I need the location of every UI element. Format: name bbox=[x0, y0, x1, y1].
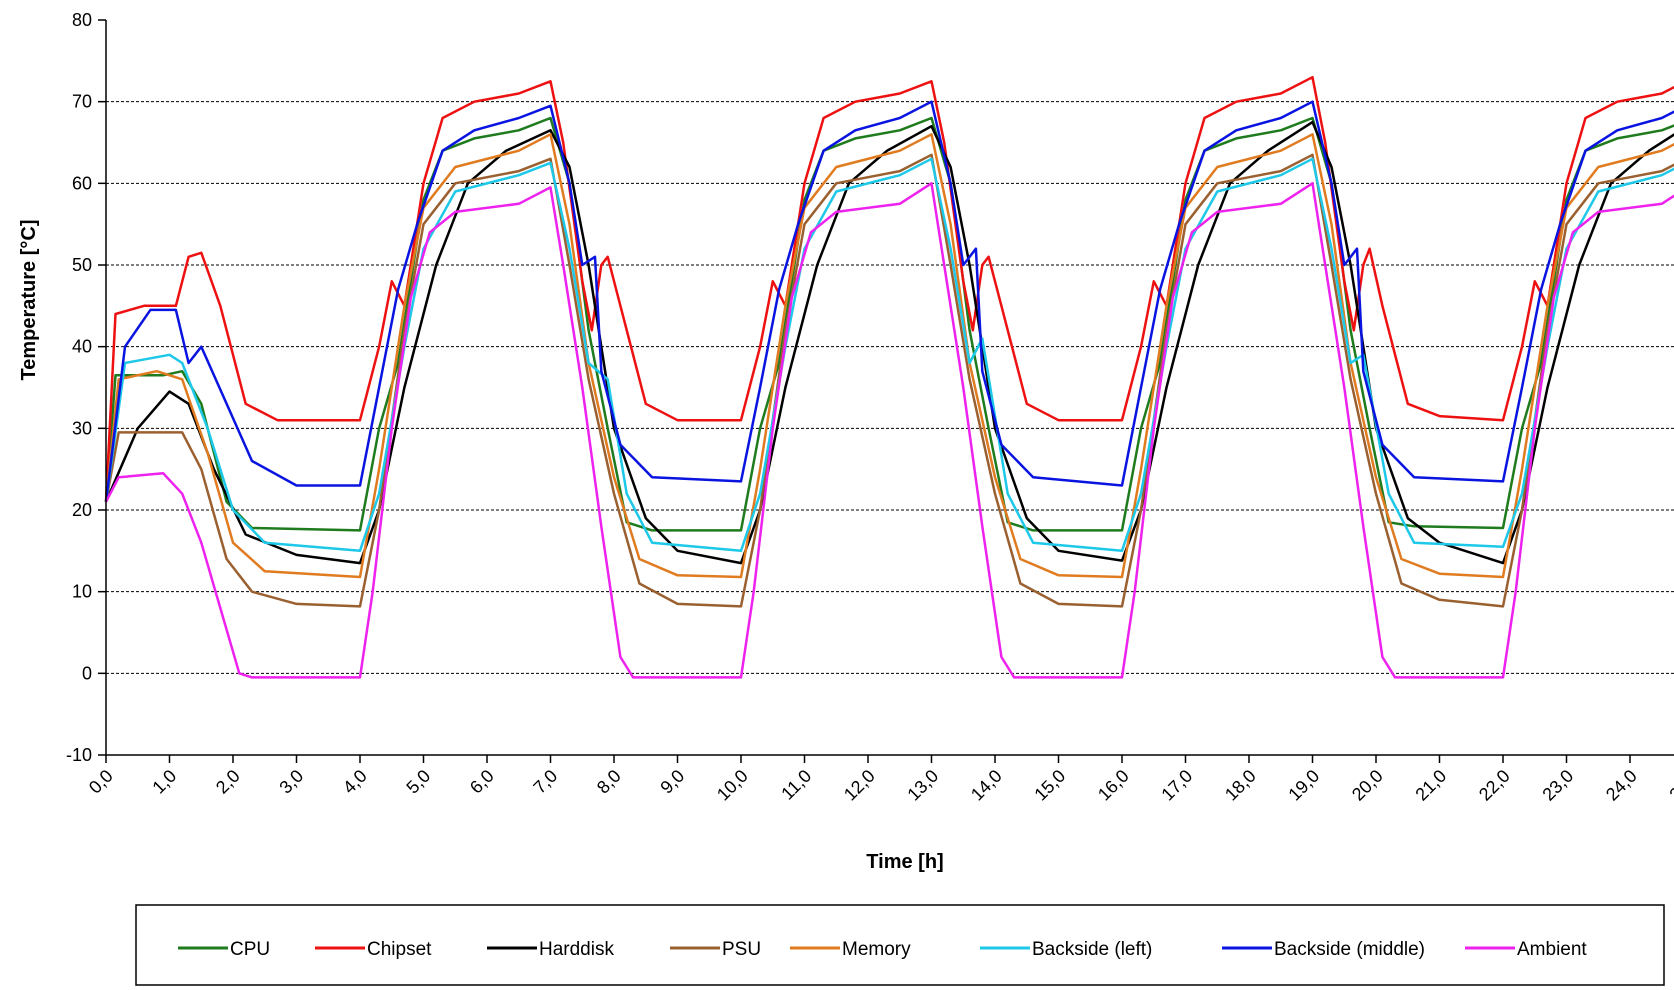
series-line-memory bbox=[104, 133, 1674, 579]
x-tick-label: 5,0 bbox=[402, 766, 434, 798]
x-tick-label: 14,0 bbox=[967, 766, 1006, 805]
y-tick-label: 50 bbox=[72, 255, 92, 275]
x-tick-label: 1,0 bbox=[148, 766, 180, 798]
x-tick-label: 11,0 bbox=[777, 766, 815, 804]
legend-box bbox=[135, 904, 1665, 986]
series-line-cpu bbox=[104, 116, 1674, 532]
x-tick-label: 20,0 bbox=[1348, 766, 1387, 805]
y-tick-label: 0 bbox=[82, 663, 92, 683]
x-tick-label: 16,0 bbox=[1094, 766, 1133, 805]
legend-label: Memory bbox=[842, 939, 911, 960]
y-axis-title: Temperature [°C] bbox=[18, 220, 40, 381]
y-tick-label: 60 bbox=[72, 173, 92, 193]
gridlines bbox=[106, 101, 1674, 674]
x-tick-label: 21,0 bbox=[1411, 766, 1450, 805]
y-tick-label: 40 bbox=[72, 337, 92, 357]
y-ticks: -10 0 10 20 30 40 50 60 70 80 bbox=[66, 10, 106, 765]
series-layer bbox=[104, 75, 1674, 679]
y-tick-label: 20 bbox=[72, 500, 92, 520]
series-line-psu bbox=[104, 153, 1674, 608]
series-line-chipset bbox=[104, 75, 1674, 502]
x-tick-label: 12,0 bbox=[840, 766, 879, 805]
x-tick-label: 15,0 bbox=[1030, 766, 1069, 805]
x-tick-label: 25,0 bbox=[1665, 766, 1674, 805]
legend: CPU Chipset Harddisk PSU Memory Backside (lef… bbox=[135, 904, 1665, 986]
x-tick-label: 22,0 bbox=[1475, 766, 1514, 805]
x-tick-label: 0,0 bbox=[85, 766, 117, 798]
legend-label: Harddisk bbox=[539, 939, 614, 960]
x-axis-title: Time [h] bbox=[866, 851, 943, 873]
x-tick-label: 23,0 bbox=[1538, 766, 1577, 805]
legend-label: PSU bbox=[722, 939, 761, 960]
legend-label: Backside (left) bbox=[1032, 939, 1152, 960]
x-tick-label: 17,0 bbox=[1157, 766, 1196, 805]
x-tick-label: 7,0 bbox=[529, 766, 561, 798]
y-tick-label: 80 bbox=[72, 10, 92, 30]
x-tick-label: 13,0 bbox=[903, 766, 942, 805]
x-tick-label: 4,0 bbox=[339, 766, 371, 798]
x-ticks: 0,0 1,0 2,0 3,0 4,0 5,0 6,0 7,0 8,0 9,0 10,0 11,0 12… bbox=[85, 755, 1674, 805]
series-line-backside-left bbox=[104, 157, 1674, 553]
series-line-harddisk bbox=[104, 120, 1674, 565]
axes bbox=[105, 20, 1674, 756]
x-tick-label: 18,0 bbox=[1221, 766, 1260, 805]
x-tick-label: 9,0 bbox=[656, 766, 688, 798]
x-tick-label: 6,0 bbox=[466, 766, 498, 798]
y-tick-label: 70 bbox=[72, 92, 92, 112]
y-tick-label: 30 bbox=[72, 418, 92, 438]
x-tick-label: 19,0 bbox=[1284, 766, 1323, 805]
x-tick-label: 8,0 bbox=[593, 766, 625, 798]
legend-label: Backside (middle) bbox=[1274, 939, 1425, 960]
x-tick-label: 24,0 bbox=[1602, 766, 1641, 805]
y-tick-label: -10 bbox=[66, 745, 92, 765]
legend-label: Chipset bbox=[367, 939, 432, 960]
legend-label: Ambient bbox=[1517, 939, 1587, 960]
x-tick-label: 3,0 bbox=[275, 766, 307, 798]
x-tick-label: 2,0 bbox=[212, 766, 244, 798]
series-line-ambient bbox=[104, 182, 1674, 679]
y-tick-label: 10 bbox=[72, 582, 92, 602]
x-tick-label: 10,0 bbox=[713, 766, 752, 805]
legend-label: CPU bbox=[230, 939, 270, 960]
series-line-backside-middle bbox=[104, 100, 1674, 502]
